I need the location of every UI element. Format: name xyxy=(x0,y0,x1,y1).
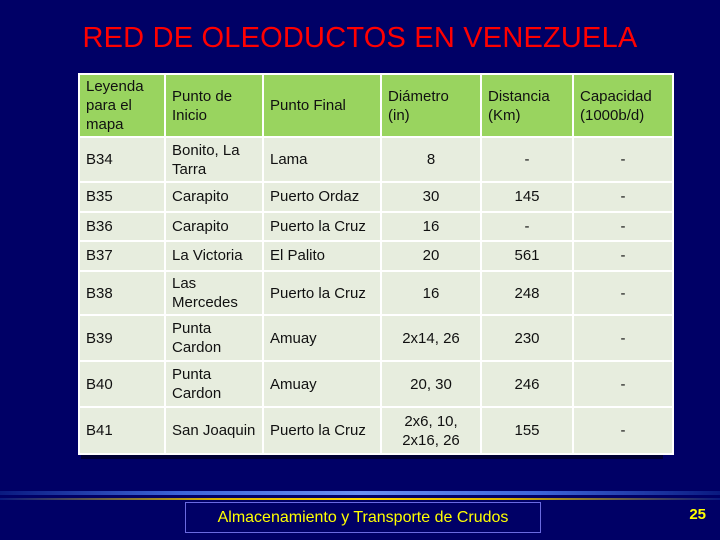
table-row: B41 San Joaquin Puerto la Cruz 2x6, 10, … xyxy=(80,408,672,453)
cell-legend: B37 xyxy=(80,242,164,270)
cell-legend: B34 xyxy=(80,138,164,181)
cell-legend: B36 xyxy=(80,212,164,241)
cell-end-point: Amuay xyxy=(264,362,380,407)
cell-start-point: Punta Cardon xyxy=(166,362,262,407)
cell-start-point: Carapito xyxy=(166,183,262,211)
cell-start-point: Carapito xyxy=(166,212,262,241)
cell-capacity: - xyxy=(574,212,672,241)
footer-divider-gold xyxy=(0,498,720,500)
cell-capacity: - xyxy=(574,242,672,270)
table-header-row: Leyenda para el mapa Punto de Inicio Pun… xyxy=(80,75,672,137)
cell-start-point: San Joaquin xyxy=(166,408,262,453)
cell-distance: - xyxy=(482,212,572,241)
table-row: B37 La Victoria El Palito 20 561 - xyxy=(80,242,672,270)
cell-diameter: 16 xyxy=(382,271,480,315)
page-number: 25 xyxy=(689,506,706,523)
table-row: B38 Las Mercedes Puerto la Cruz 16 248 - xyxy=(80,271,672,315)
cell-start-point: Punta Cardon xyxy=(166,316,262,361)
cell-end-point: Puerto la Cruz xyxy=(264,212,380,241)
table-row: B40 Punta Cardon Amuay 20, 30 246 - xyxy=(80,362,672,407)
cell-legend: B40 xyxy=(80,362,164,407)
cell-end-point: Lama xyxy=(264,138,380,181)
footer-caption: Almacenamiento y Transporte de Crudos xyxy=(185,502,541,533)
cell-legend: B35 xyxy=(80,183,164,211)
cell-diameter: 16 xyxy=(382,212,480,241)
cell-capacity: - xyxy=(574,408,672,453)
cell-distance: - xyxy=(482,138,572,181)
cell-diameter: 20, 30 xyxy=(382,362,480,407)
cell-distance: 561 xyxy=(482,242,572,270)
cell-end-point: Puerto la Cruz xyxy=(264,271,380,315)
cell-end-point: Puerto Ordaz xyxy=(264,183,380,211)
cell-distance: 145 xyxy=(482,183,572,211)
header-legend: Leyenda para el mapa xyxy=(80,75,164,137)
cell-start-point: Bonito, La Tarra xyxy=(166,138,262,181)
cell-capacity: - xyxy=(574,183,672,211)
cell-end-point: El Palito xyxy=(264,242,380,270)
table-row: B34 Bonito, La Tarra Lama 8 - - xyxy=(80,138,672,181)
cell-distance: 230 xyxy=(482,316,572,361)
cell-diameter: 2x14, 26 xyxy=(382,316,480,361)
pipeline-table-container: Leyenda para el mapa Punto de Inicio Pun… xyxy=(78,73,674,455)
slide-title: RED DE OLEODUCTOS EN VENEZUELA xyxy=(82,22,638,54)
cell-end-point: Amuay xyxy=(264,316,380,361)
cell-start-point: La Victoria xyxy=(166,242,262,270)
cell-diameter: 20 xyxy=(382,242,480,270)
header-start-point: Punto de Inicio xyxy=(166,75,262,137)
cell-capacity: - xyxy=(574,138,672,181)
cell-start-point: Las Mercedes xyxy=(166,271,262,315)
cell-distance: 155 xyxy=(482,408,572,453)
cell-legend: B38 xyxy=(80,271,164,315)
header-capacity: Capacidad (1000b/d) xyxy=(574,75,672,137)
cell-diameter: 8 xyxy=(382,138,480,181)
cell-legend: B41 xyxy=(80,408,164,453)
cell-diameter: 2x6, 10, 2x16, 26 xyxy=(382,408,480,453)
footer-divider-blue xyxy=(0,491,720,495)
cell-capacity: - xyxy=(574,316,672,361)
cell-distance: 246 xyxy=(482,362,572,407)
pipeline-table: Leyenda para el mapa Punto de Inicio Pun… xyxy=(78,73,674,455)
cell-capacity: - xyxy=(574,362,672,407)
cell-diameter: 30 xyxy=(382,183,480,211)
table-row: B36 Carapito Puerto la Cruz 16 - - xyxy=(80,212,672,241)
header-distance: Distancia (Km) xyxy=(482,75,572,137)
header-diameter: Diámetro (in) xyxy=(382,75,480,137)
cell-end-point: Puerto la Cruz xyxy=(264,408,380,453)
table-row: B35 Carapito Puerto Ordaz 30 145 - xyxy=(80,183,672,211)
cell-capacity: - xyxy=(574,271,672,315)
table-row: B39 Punta Cardon Amuay 2x14, 26 230 - xyxy=(80,316,672,361)
header-end-point: Punto Final xyxy=(264,75,380,137)
cell-distance: 248 xyxy=(482,271,572,315)
cell-legend: B39 xyxy=(80,316,164,361)
